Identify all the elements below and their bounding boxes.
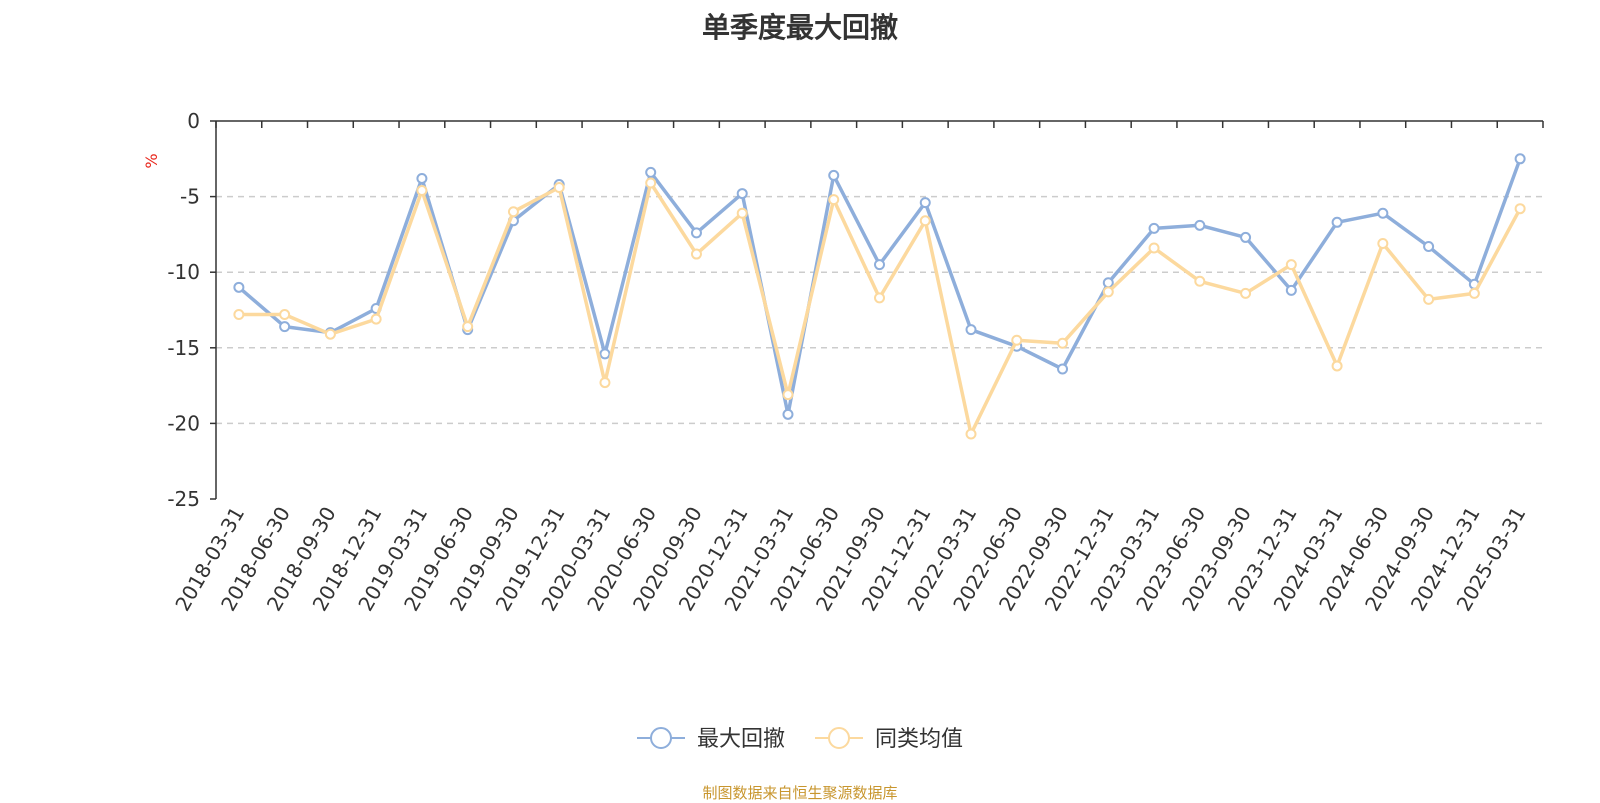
data-point[interactable] [828,194,840,206]
data-point[interactable] [1102,286,1114,298]
data-point[interactable] [645,177,657,189]
data-point[interactable] [1331,360,1343,372]
data-point[interactable] [1331,216,1343,228]
y-tick-label: -10 [167,260,200,284]
data-point[interactable] [233,309,245,321]
legend-label: 最大回撤 [697,727,785,752]
legend-circle-icon [828,727,850,749]
data-point[interactable] [1057,363,1069,375]
data-point[interactable] [1285,284,1297,296]
data-point[interactable] [690,227,702,239]
data-point[interactable] [1423,293,1435,305]
y-tick-label: -20 [167,411,200,435]
data-point[interactable] [1057,337,1069,349]
data-point[interactable] [416,185,428,197]
data-point[interactable] [965,428,977,440]
data-point[interactable] [1194,219,1206,231]
data-point[interactable] [1194,275,1206,287]
data-point[interactable] [370,313,382,325]
y-tick-label: -15 [167,336,200,360]
data-point[interactable] [1423,240,1435,252]
series-layer [233,153,1526,440]
data-point[interactable] [874,259,885,271]
data-point[interactable] [1377,207,1389,219]
data-point[interactable] [645,166,657,178]
data-point[interactable] [553,182,565,194]
y-axis-unit-label: % [142,153,161,168]
data-point[interactable] [324,328,336,340]
data-point[interactable] [1102,277,1114,289]
data-point[interactable] [736,207,748,219]
data-point[interactable] [1240,231,1252,243]
data-point[interactable] [782,389,794,401]
series-1 [233,153,1526,420]
data-point[interactable] [1148,222,1160,234]
series-line [237,181,1522,436]
chart-title: 单季度最大回撤 [701,11,898,44]
legend-item-1[interactable]: 最大回撤 [637,727,785,752]
data-point[interactable] [965,324,977,336]
legend-circle-icon [650,727,672,749]
data-point[interactable] [1011,334,1023,346]
data-point[interactable] [874,292,885,304]
data-point[interactable] [1240,287,1252,299]
data-point[interactable] [1468,287,1480,299]
data-point[interactable] [736,188,748,200]
data-point[interactable] [599,377,611,389]
line-chart: 0-5-10-15-20-252018-03-312018-06-302018-… [142,109,1544,752]
data-point[interactable] [507,206,519,218]
data-point[interactable] [1514,203,1526,215]
data-point[interactable] [416,172,428,184]
data-point[interactable] [279,309,291,321]
grid-layer [216,195,1543,425]
data-point[interactable] [919,197,931,209]
legend-label: 同类均值 [875,727,963,752]
y-tick-label: 0 [187,109,200,133]
data-point[interactable] [690,248,702,260]
data-point[interactable] [462,321,474,333]
y-tick-label: -25 [167,487,200,511]
data-point[interactable] [919,215,931,227]
data-point[interactable] [279,321,291,333]
y-tick-label: -5 [180,185,200,209]
data-point[interactable] [1285,259,1297,271]
data-point[interactable] [1377,237,1389,249]
data-source-note: 制图数据来自恒生聚源数据库 [702,784,898,802]
data-point[interactable] [1514,153,1526,165]
data-point[interactable] [599,348,611,360]
data-point[interactable] [782,408,794,420]
legend-item-2[interactable]: 同类均值 [815,727,963,752]
legend[interactable]: 最大回撤 同类均值 [637,727,963,752]
data-point[interactable] [1148,242,1160,254]
series-2 [233,177,1526,440]
data-point[interactable] [828,169,840,181]
data-point[interactable] [233,281,245,293]
